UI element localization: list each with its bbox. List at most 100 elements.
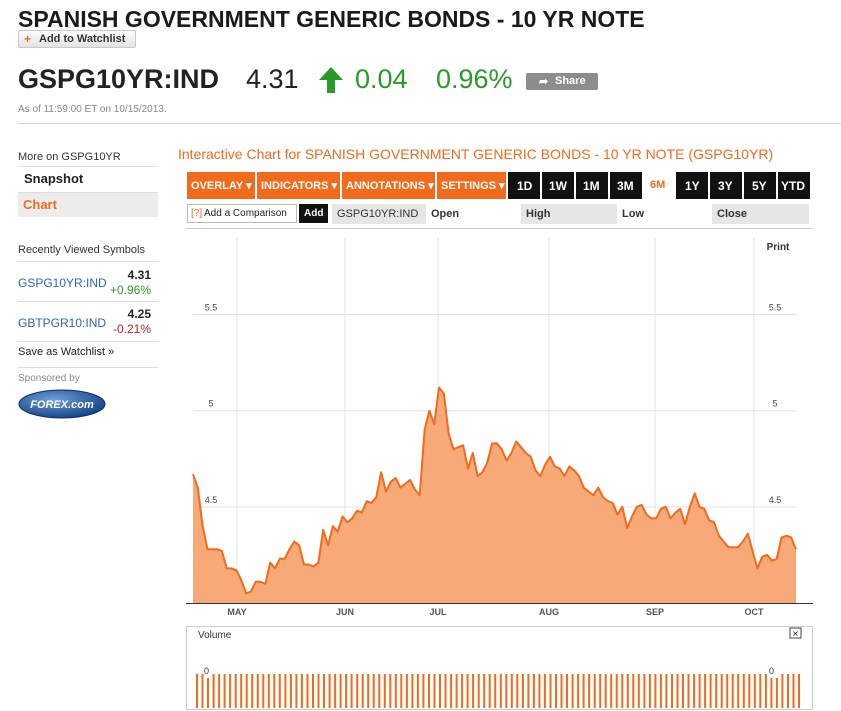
volume-bar [748,674,751,708]
ticker-symbol: GSPG10YR:IND [18,64,220,94]
volume-bar [637,674,640,708]
sidebar-item-chart[interactable]: Chart [18,193,158,217]
price-chart[interactable]: MAY JUN JUL AUG SEP OCT 5.5 5.5 5 5 4.5 4.5 Print [186,228,813,628]
volume-bar [709,674,712,708]
volume-bar [251,674,254,708]
add-to-watchlist-label: Add to Watchlist [39,33,126,45]
as-of-timestamp: As of 11:59:00 ET on 10/15/2013. [18,104,167,115]
up-arrow-icon [319,67,343,93]
sidebar-item-label: Chart [23,197,57,212]
volume-bar [659,674,662,708]
range-1y-button[interactable]: 1Y [676,172,708,199]
sidebar-divider [18,166,158,167]
add-comparison-button[interactable]: Add [299,204,328,223]
volume-bar [378,674,381,708]
volume-bar [367,674,370,708]
indicators-menu[interactable]: INDICATORS ▾ [257,172,340,199]
save-as-watchlist-link[interactable]: Save as Watchlist » [18,346,115,358]
range-label: 1W [549,179,567,193]
range-ytd-button[interactable]: YTD [778,172,810,199]
volume-bar [312,674,314,708]
volume-bar [715,674,718,708]
volume-chart[interactable]: Volume ✕ 0 0 [186,626,813,710]
volume-bar [323,674,325,708]
recent-symbol-link[interactable]: GSPG10YR:IND [18,276,107,290]
volume-bar [549,674,552,708]
y-tick-label: 4.5 [205,495,218,505]
volume-bar [361,674,364,708]
volume-bar [350,674,353,708]
volume-bar [223,674,226,708]
add-comparison-input[interactable]: [?] Add a Comparison [187,204,297,223]
y-tick-label-bg [765,396,785,409]
sidebar-divider [18,192,158,193]
sidebar-divider [18,301,158,302]
volume-bar [626,674,629,708]
volume-bar [588,674,591,708]
recent-symbol-value: 4.25 [127,307,151,321]
recent-symbol-value: 4.31 [127,268,151,282]
share-button[interactable]: ➦ Share [526,73,598,90]
range-label: 5Y [752,179,767,193]
volume-bar [356,674,359,708]
range-6m-button[interactable]: 6M [644,172,674,199]
volume-bar [582,674,585,708]
recent-symbol-change: -0.21% [112,322,151,336]
volume-bar [334,674,337,708]
range-label: 1Y [685,179,700,193]
volume-bar [499,674,502,708]
share-arrow-icon: ➦ [539,76,549,88]
volume-bar [411,674,414,708]
add-comparison-label: Add a Comparison [204,208,287,219]
close-icon-glyph: ✕ [792,630,799,639]
close-icon[interactable] [789,627,802,639]
volume-bar [428,674,430,708]
volume-bar [400,674,403,708]
volume-bar [372,674,375,708]
volume-bar [422,674,425,708]
range-1d-button[interactable]: 1D [508,172,540,199]
help-icon[interactable]: [?] [191,208,203,219]
range-1w-button[interactable]: 1W [542,172,574,199]
volume-bar [753,674,756,708]
volume-bar [510,674,513,708]
volume-bar [389,674,392,708]
volume-bar [196,674,198,708]
series-area [193,387,796,603]
volume-bar [328,674,331,708]
volume-bar [405,674,408,708]
sidebar-divider [18,367,158,368]
annotations-menu[interactable]: ANNOTATIONS ▾ [342,172,435,199]
overlay-menu[interactable]: OVERLAY ▾ [187,172,255,199]
forex-logo[interactable]: FOREX.com [18,389,106,419]
volume-bar [648,674,651,708]
sidebar-item-snapshot[interactable]: Snapshot [18,167,158,191]
volume-bar [555,674,557,708]
range-1m-button[interactable]: 1M [576,172,608,199]
recent-symbol-link[interactable]: GBTPGR10:IND [18,316,107,330]
volume-bar [704,674,707,708]
range-3y-button[interactable]: 3Y [710,172,742,199]
plus-icon: + [24,32,32,46]
y-tick-label-bg [765,492,785,505]
range-label: 3M [617,179,634,193]
add-to-watchlist-button[interactable]: + Add to Watchlist [18,30,136,48]
volume-bar [256,674,259,708]
range-5y-button[interactable]: 5Y [744,172,776,199]
volume-bar [693,674,696,708]
volume-bar [295,674,298,708]
overlay-menu-label: OVERLAY ▾ [191,180,252,192]
settings-menu[interactable]: SETTINGS ▾ [437,172,506,199]
range-3m-button[interactable]: 3M [610,172,642,199]
volume-label: Volume [198,630,232,641]
volume-bar [538,674,541,708]
volume-bar [234,674,237,708]
volume-bar [566,674,568,708]
volume-bar [742,674,745,708]
volume-bar [621,674,624,708]
x-tick-label: JUL [429,607,447,617]
print-link[interactable]: Print [767,242,790,253]
volume-bar [306,674,309,708]
volume-bar [339,674,342,708]
volume-bar [262,674,265,708]
